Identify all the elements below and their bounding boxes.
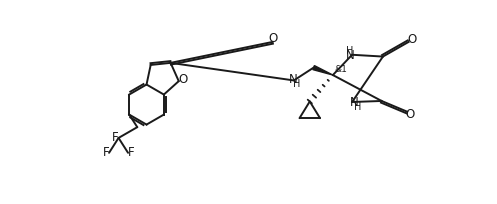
Text: F: F xyxy=(103,145,109,159)
Text: O: O xyxy=(268,32,277,45)
Text: O: O xyxy=(178,73,187,86)
Text: &1: &1 xyxy=(334,65,347,74)
Text: N: N xyxy=(289,73,298,86)
Text: N: N xyxy=(345,49,354,62)
Text: H: H xyxy=(354,102,361,112)
Text: O: O xyxy=(407,33,416,46)
Text: N: N xyxy=(350,96,359,109)
Text: H: H xyxy=(293,79,301,89)
Polygon shape xyxy=(313,66,333,75)
Text: F: F xyxy=(111,131,118,144)
Text: H: H xyxy=(346,46,353,56)
Text: F: F xyxy=(128,145,135,159)
Text: O: O xyxy=(406,108,415,121)
